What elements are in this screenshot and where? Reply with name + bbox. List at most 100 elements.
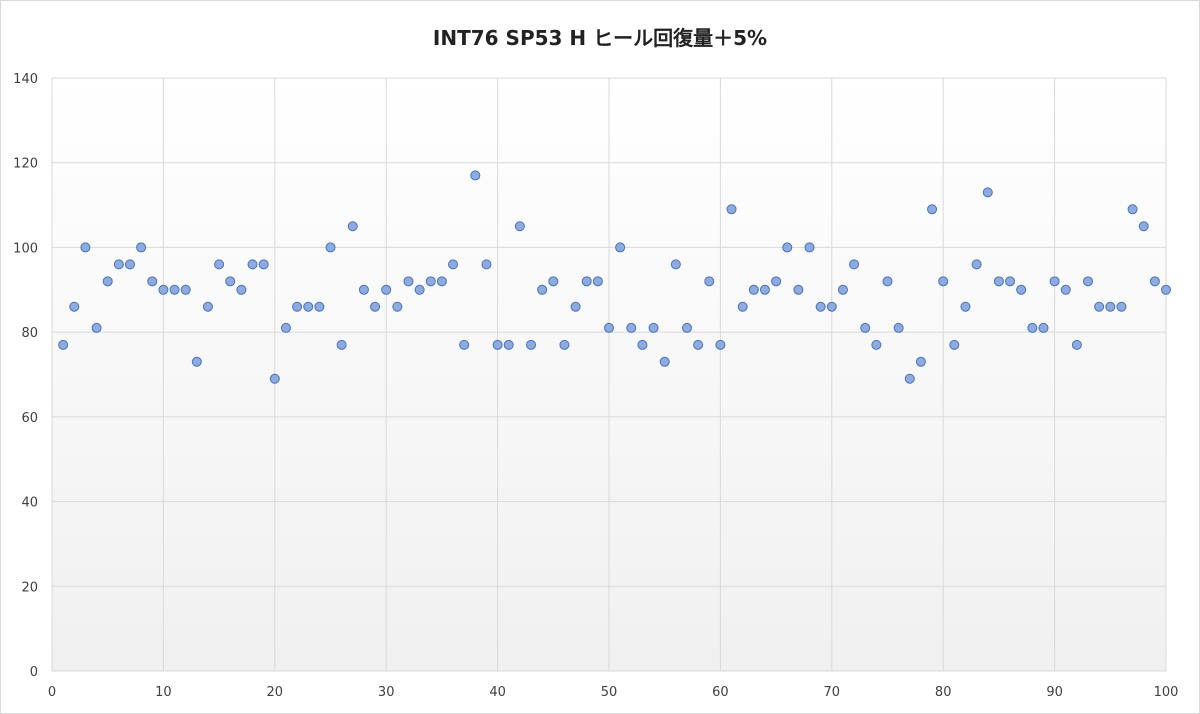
data-point — [169, 284, 180, 295]
data-point — [1049, 276, 1060, 287]
data-point — [124, 259, 135, 270]
data-point — [102, 276, 113, 287]
data-point — [782, 242, 793, 253]
data-point — [236, 284, 247, 295]
data-point — [470, 170, 481, 181]
data-point — [1038, 322, 1049, 333]
y-tick-label: 120 — [13, 157, 38, 172]
data-point — [1138, 221, 1149, 232]
data-point — [336, 339, 347, 350]
x-tick-label: 60 — [712, 685, 729, 700]
data-point — [537, 284, 548, 295]
data-point — [269, 373, 280, 384]
data-point — [971, 259, 982, 270]
data-point — [927, 204, 938, 215]
data-point — [1127, 204, 1138, 215]
data-point — [459, 339, 470, 350]
x-tick-label: 40 — [489, 685, 506, 700]
x-tick-label: 50 — [601, 685, 618, 700]
data-point — [771, 276, 782, 287]
data-point — [414, 284, 425, 295]
y-tick-label: 100 — [13, 241, 38, 256]
y-tick-label: 20 — [21, 580, 38, 595]
data-point — [91, 322, 102, 333]
data-point — [526, 339, 537, 350]
x-tick-label: 20 — [267, 685, 284, 700]
data-point — [347, 221, 358, 232]
data-point — [915, 356, 926, 367]
data-point — [648, 322, 659, 333]
data-point — [681, 322, 692, 333]
y-tick-label: 140 — [13, 72, 38, 87]
chart-title: INT76 SP53 H ヒール回復量＋5% — [432, 26, 768, 50]
axes: 0 20 40 60 80 100 120 140 0 10 20 30 40 50 60 70 80 90 100 — [13, 72, 1178, 700]
data-point — [436, 276, 447, 287]
data-point — [191, 356, 202, 367]
data-point — [871, 339, 882, 350]
data-point — [514, 221, 525, 232]
data-point — [893, 322, 904, 333]
data-point — [403, 276, 414, 287]
data-point — [280, 322, 291, 333]
data-point — [670, 259, 681, 270]
data-point — [1060, 284, 1071, 295]
data-point — [113, 259, 124, 270]
data-point — [615, 242, 626, 253]
data-point — [748, 284, 759, 295]
x-tick-label: 0 — [48, 685, 56, 700]
data-point — [503, 339, 514, 350]
data-point — [849, 259, 860, 270]
y-tick-label: 40 — [21, 496, 38, 511]
x-tick-label: 10 — [155, 685, 172, 700]
y-tick-label: 60 — [21, 411, 38, 426]
data-point — [214, 259, 225, 270]
data-point — [1105, 301, 1116, 312]
x-tick-label: 100 — [1154, 685, 1179, 700]
data-point — [358, 284, 369, 295]
data-point — [592, 276, 603, 287]
y-tick-label: 0 — [30, 665, 38, 680]
data-point — [581, 276, 592, 287]
data-point — [392, 301, 403, 312]
data-point — [58, 339, 69, 350]
data-point — [548, 276, 559, 287]
y-tick-label: 80 — [21, 326, 38, 341]
data-point — [637, 339, 648, 350]
data-point — [693, 339, 704, 350]
data-point — [793, 284, 804, 295]
data-point — [826, 301, 837, 312]
data-point — [370, 301, 381, 312]
data-point — [1005, 276, 1016, 287]
data-point — [837, 284, 848, 295]
data-point — [1149, 276, 1160, 287]
data-point — [1071, 339, 1082, 350]
data-point — [1094, 301, 1105, 312]
data-point — [804, 242, 815, 253]
data-point — [737, 301, 748, 312]
data-point — [1161, 284, 1171, 295]
data-point — [1016, 284, 1027, 295]
data-point — [882, 276, 893, 287]
x-tick-label: 70 — [824, 685, 841, 700]
data-point — [292, 301, 303, 312]
data-point — [904, 373, 915, 384]
data-point — [604, 322, 614, 333]
data-point — [938, 276, 949, 287]
x-tick-label: 80 — [935, 685, 952, 700]
data-point — [158, 284, 169, 295]
data-point — [704, 276, 715, 287]
data-point — [949, 339, 960, 350]
data-point — [759, 284, 770, 295]
data-point — [325, 242, 336, 253]
data-point — [1027, 322, 1038, 333]
data-point — [715, 339, 726, 350]
data-point — [202, 301, 213, 312]
data-point — [492, 339, 503, 350]
data-point — [381, 284, 392, 295]
data-point — [425, 276, 436, 287]
data-point — [993, 276, 1004, 287]
data-points — [58, 170, 1171, 384]
data-point — [314, 301, 325, 312]
data-point — [815, 301, 826, 312]
